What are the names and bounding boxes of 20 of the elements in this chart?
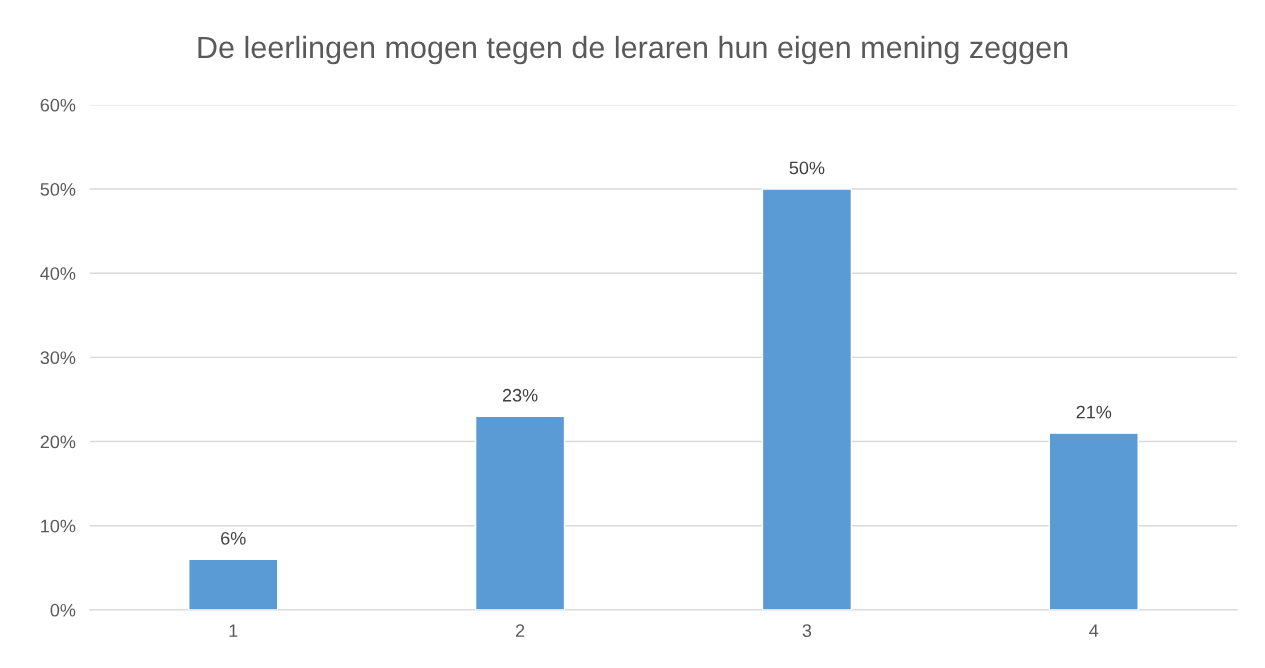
x-tick-label: 4 bbox=[1089, 624, 1099, 637]
bar bbox=[474, 415, 566, 610]
x-tick-label: 3 bbox=[802, 624, 812, 638]
bar bbox=[761, 188, 853, 610]
y-tick-label: 20% bbox=[40, 435, 76, 449]
data-label: 21% bbox=[1076, 405, 1112, 419]
x-tick-label: 2 bbox=[515, 624, 525, 637]
chart-title: De leerlingen mogen tegen de leraren hun eigen mening zeggen bbox=[198, 35, 1068, 65]
y-tick-label: 10% bbox=[41, 519, 76, 533]
x-tick-label: 1 bbox=[229, 624, 238, 637]
y-tick-label: 30% bbox=[40, 351, 76, 365]
y-tick-label: 60% bbox=[40, 98, 76, 112]
bar bbox=[188, 558, 279, 610]
y-tick-label: 0% bbox=[50, 603, 76, 617]
data-label: 23% bbox=[502, 388, 538, 402]
y-tick-label: 50% bbox=[40, 182, 76, 196]
bar bbox=[1048, 432, 1139, 610]
y-tick-label: 40% bbox=[40, 267, 76, 280]
data-label: 50% bbox=[789, 161, 825, 175]
data-label: 6% bbox=[221, 531, 246, 545]
